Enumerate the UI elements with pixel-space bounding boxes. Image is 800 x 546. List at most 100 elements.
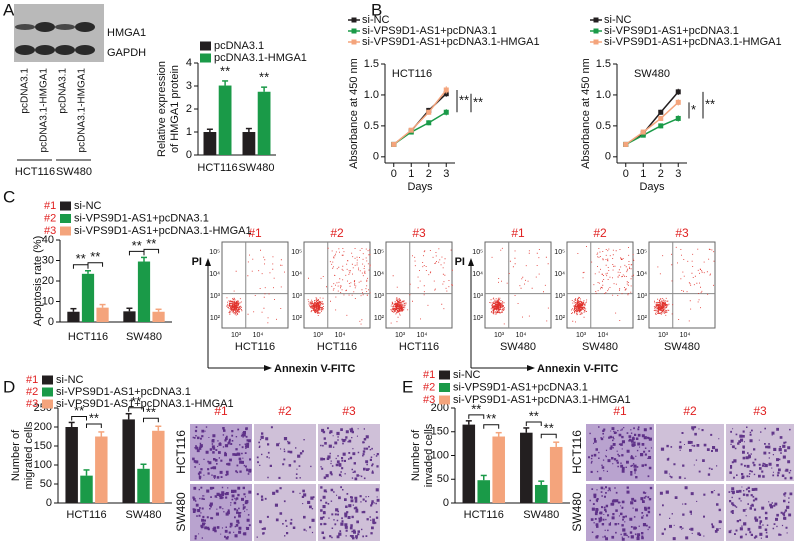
legend-swatch bbox=[439, 383, 450, 392]
blot-band bbox=[15, 45, 35, 55]
flow-y-tick: 10² bbox=[292, 315, 303, 322]
flow-y-tick: 10⁵ bbox=[472, 249, 483, 256]
legend-prefix: #1 bbox=[26, 374, 38, 386]
micrograph bbox=[190, 484, 252, 541]
flow-events bbox=[571, 246, 635, 323]
bar bbox=[152, 430, 165, 503]
legend-label: pcDNA3.1-HMGA1 bbox=[214, 52, 307, 64]
point bbox=[658, 109, 664, 115]
bar bbox=[80, 475, 93, 503]
flow-y-tick: 10⁵ bbox=[291, 249, 302, 256]
significance-bracket bbox=[525, 421, 542, 426]
legend-label: si-NC bbox=[74, 200, 102, 212]
x-tick-label: SW480 bbox=[125, 509, 161, 521]
panel-label: B bbox=[371, 0, 382, 19]
x-tick-label: HCT116 bbox=[197, 162, 237, 174]
flow-y-tick: 10³ bbox=[374, 293, 385, 300]
significance: ** bbox=[76, 251, 86, 266]
legend-label: si-VPS9D1-AS1+pcDNA3.1-HMGA1 bbox=[453, 394, 631, 406]
bar bbox=[462, 424, 476, 503]
significance-bracket bbox=[86, 423, 102, 428]
flow-x-tick: 10³ bbox=[658, 332, 669, 339]
flow-plot bbox=[221, 241, 289, 329]
blot-band bbox=[15, 24, 35, 30]
point bbox=[408, 127, 414, 133]
y-axis-label: Absorbance at 450 nm bbox=[348, 58, 360, 169]
micrograph-column: #2 bbox=[278, 404, 292, 418]
legend-swatch bbox=[60, 201, 71, 211]
x-tick-label: SW480 bbox=[238, 162, 274, 174]
micrograph-column: #1 bbox=[613, 404, 627, 418]
x-tick-label: 1 bbox=[640, 168, 646, 180]
significance: ** bbox=[146, 405, 156, 420]
flow-plot-title: #3 bbox=[675, 226, 689, 240]
significance: ** bbox=[259, 70, 269, 85]
significance-bracket bbox=[468, 414, 485, 419]
y-tick-label: 1.5 bbox=[596, 58, 611, 70]
legend-swatch bbox=[439, 370, 450, 380]
flow-y-tick: 10³ bbox=[210, 293, 221, 300]
y-tick-label: 0 bbox=[186, 149, 192, 161]
significance-bracket bbox=[143, 417, 159, 423]
significance-bracket bbox=[71, 415, 87, 421]
cell-stain bbox=[659, 486, 722, 541]
bar bbox=[137, 468, 150, 503]
flow-x-tick: 10⁴ bbox=[680, 332, 691, 339]
significance: ** bbox=[74, 403, 84, 418]
legend-marker bbox=[593, 39, 599, 45]
lane-label: pcDNA3.1 bbox=[58, 68, 69, 114]
band-label: HMGA1 bbox=[107, 27, 146, 39]
series-line bbox=[625, 101, 679, 146]
lane-label: pcDNA3.1-HMGA1 bbox=[39, 68, 50, 153]
series-line bbox=[393, 93, 447, 146]
legend-label: si-VPS9D1-AS1+pcDNA3.1-HMGA1 bbox=[56, 398, 234, 410]
flow-y-tick: 10⁵ bbox=[636, 249, 647, 256]
y-tick-label: 0 bbox=[48, 316, 54, 328]
flow-x-tick: 10⁴ bbox=[417, 332, 428, 339]
legend-prefix: #2 bbox=[423, 381, 435, 393]
legend-label: si-VPS9D1-AS1+pcDNA3.1 bbox=[56, 386, 191, 398]
micrograph-row: HCT116 bbox=[174, 430, 188, 474]
bar bbox=[96, 307, 109, 322]
flow-y-tick: 10³ bbox=[555, 293, 566, 300]
flow-x-tick: 10³ bbox=[231, 332, 242, 339]
cell-stain bbox=[728, 486, 793, 539]
bar bbox=[203, 132, 217, 155]
flow-y-tick: 10⁴ bbox=[291, 271, 302, 278]
flow-y-tick: 10² bbox=[555, 315, 566, 322]
sample-label: HCT116 bbox=[399, 341, 439, 353]
series-line bbox=[625, 91, 679, 146]
point bbox=[658, 123, 664, 129]
sample-label: SW480 bbox=[500, 341, 536, 353]
significance-bracket bbox=[128, 407, 144, 412]
cell-stain bbox=[729, 426, 793, 480]
blot-band bbox=[55, 24, 75, 30]
y-tick-label: 2 bbox=[186, 103, 192, 115]
cell-stain bbox=[256, 487, 315, 538]
panel-label: E bbox=[402, 377, 413, 396]
significance: ** bbox=[146, 236, 156, 251]
flow-plot-title: #1 bbox=[511, 226, 525, 240]
band-label: GAPDH bbox=[107, 47, 146, 59]
y-tick-label: 200 bbox=[34, 421, 52, 433]
point bbox=[443, 87, 449, 93]
lane-label: pcDNA3.1 bbox=[20, 68, 31, 114]
flow-y-tick: 10³ bbox=[473, 293, 484, 300]
point bbox=[443, 109, 449, 115]
panel-label: A bbox=[3, 0, 15, 19]
flow-y-tick: 10² bbox=[210, 315, 221, 322]
bar bbox=[534, 484, 548, 503]
subtitle: HCT116 bbox=[392, 68, 432, 80]
x-tick-label: 0 bbox=[391, 168, 397, 180]
series-line bbox=[393, 89, 447, 146]
legend-marker bbox=[593, 28, 599, 34]
flow-x-label: Annexin V-FITC bbox=[274, 363, 355, 375]
bar bbox=[520, 432, 533, 503]
legend-label: si-NC bbox=[604, 14, 632, 26]
legend-prefix: #3 bbox=[26, 398, 38, 410]
panel-label: C bbox=[3, 187, 15, 206]
panel-label: D bbox=[3, 377, 15, 396]
flow-y-tick: 10⁴ bbox=[636, 271, 647, 278]
legend-prefix: #2 bbox=[44, 212, 56, 224]
flow-plot bbox=[385, 241, 453, 329]
